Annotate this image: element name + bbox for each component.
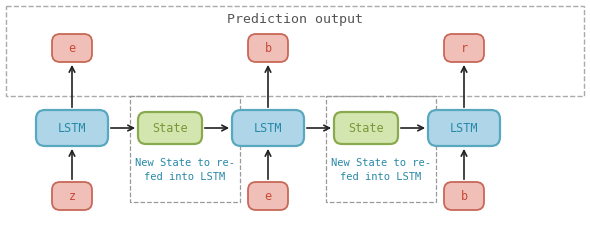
Text: New State to re-
fed into LSTM: New State to re- fed into LSTM xyxy=(331,158,431,182)
FancyBboxPatch shape xyxy=(444,182,484,210)
FancyBboxPatch shape xyxy=(334,112,398,144)
FancyBboxPatch shape xyxy=(444,34,484,62)
FancyBboxPatch shape xyxy=(248,182,288,210)
Text: Prediction output: Prediction output xyxy=(227,13,363,25)
Text: LSTM: LSTM xyxy=(254,122,282,135)
FancyBboxPatch shape xyxy=(248,34,288,62)
Text: e: e xyxy=(264,190,271,202)
FancyBboxPatch shape xyxy=(52,34,92,62)
Text: State: State xyxy=(348,122,384,135)
Text: LSTM: LSTM xyxy=(450,122,478,135)
FancyBboxPatch shape xyxy=(36,110,108,146)
FancyBboxPatch shape xyxy=(428,110,500,146)
FancyBboxPatch shape xyxy=(52,182,92,210)
Text: LSTM: LSTM xyxy=(58,122,86,135)
Text: b: b xyxy=(264,42,271,55)
Text: State: State xyxy=(152,122,188,135)
FancyBboxPatch shape xyxy=(232,110,304,146)
Text: e: e xyxy=(68,42,76,55)
FancyBboxPatch shape xyxy=(138,112,202,144)
Text: r: r xyxy=(460,42,467,55)
Text: b: b xyxy=(460,190,467,202)
Text: z: z xyxy=(68,190,76,202)
Text: New State to re-
fed into LSTM: New State to re- fed into LSTM xyxy=(135,158,235,182)
